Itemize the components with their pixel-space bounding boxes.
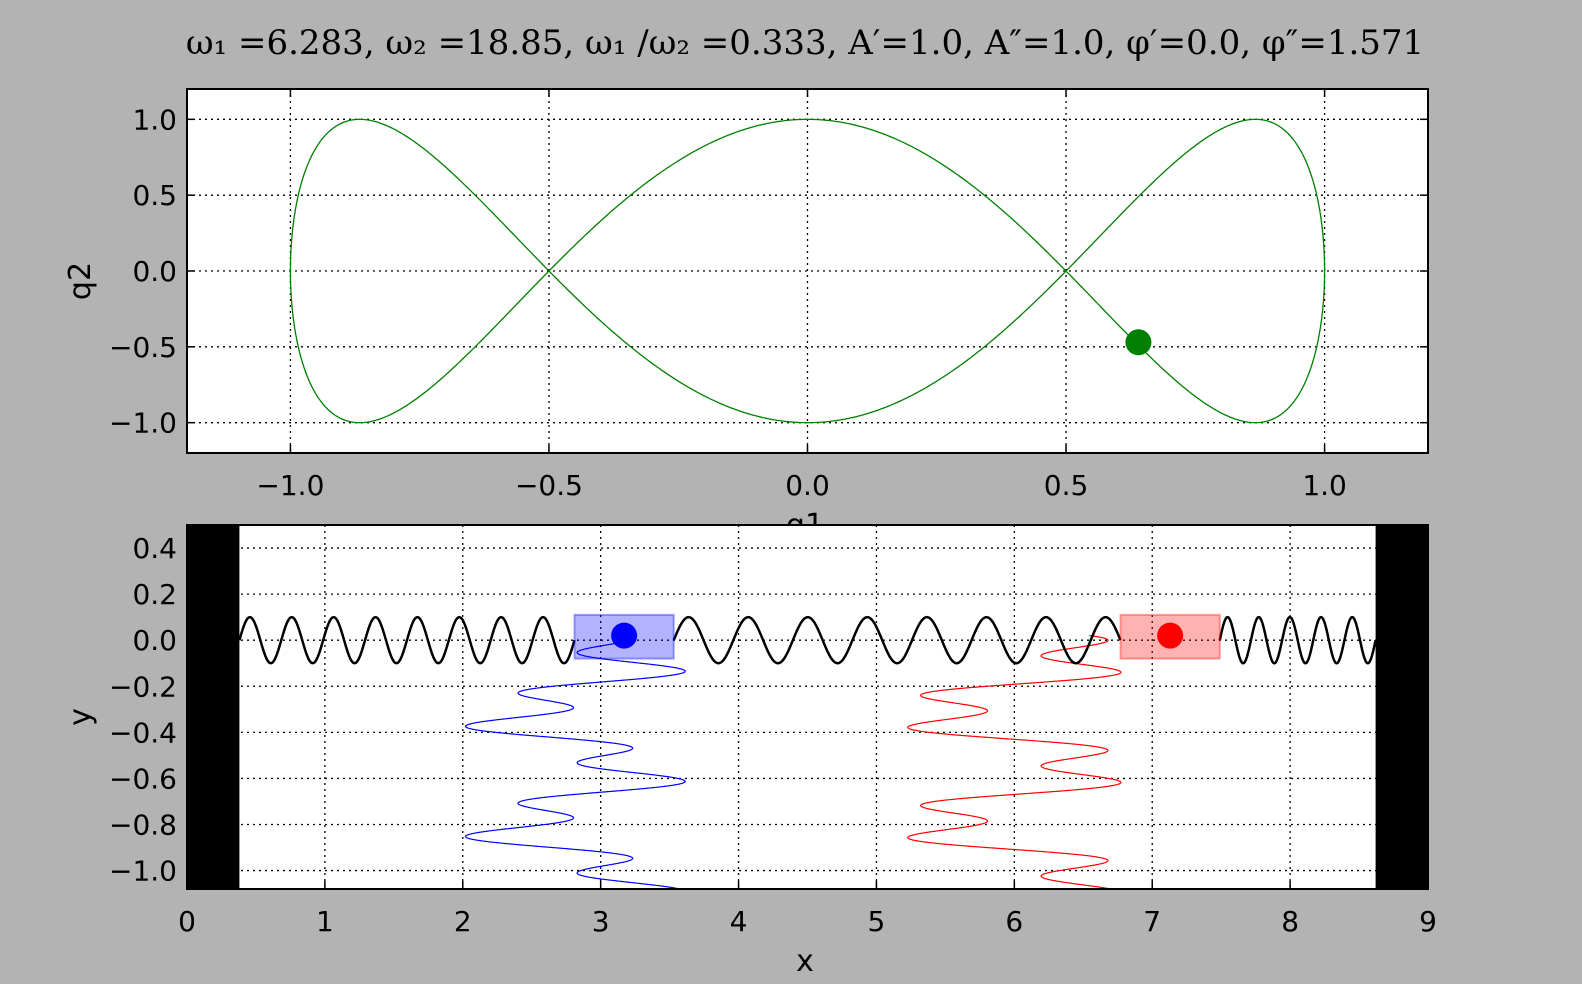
y-tick-label: −0.6	[109, 762, 177, 795]
x-tick-label: −0.5	[515, 469, 583, 502]
y-tick-label: −1.0	[109, 855, 177, 888]
x-tick-label: 3	[592, 905, 610, 938]
phase-marker	[1125, 329, 1152, 356]
y-tick-label: 1.0	[132, 103, 177, 136]
mass-1-marker	[611, 622, 638, 649]
y-axis-label: q2	[63, 262, 98, 300]
spring-mass-plot: 0 1 2 3 4 5 6 7 8 9 0.4 0.2 0.0 −0.2 −0.4 −0.6 −0.8 −1.0 x…	[63, 524, 1437, 979]
phase-plot: −1.0−0.50.00.51.01.00.50.0−0.5−1.0q1q2	[63, 88, 1429, 543]
trace-mass-1	[464, 635, 686, 890]
spring-3	[1218, 615, 1377, 665]
plot-area	[187, 525, 1428, 889]
y-tick-label: 0.0	[132, 255, 177, 288]
phase-curve	[289, 118, 1326, 424]
x-tick-label: 0	[178, 905, 196, 938]
plot-frame	[186, 88, 1429, 454]
y-axis-label: y	[63, 708, 98, 726]
x-tick-label: 6	[1005, 905, 1023, 938]
y-tick-label: 0.2	[132, 578, 177, 611]
figure-title: ω₁ =6.283, ω₂ =18.85, ω₁ /ω₂ =0.333, A′=…	[186, 23, 1424, 63]
x-tick-label: 0.0	[785, 469, 830, 502]
x-tick-label: 9	[1419, 905, 1437, 938]
x-tick-label: 2	[454, 905, 472, 938]
x-tick-label: −1.0	[256, 469, 324, 502]
x-tick-label: 1	[316, 905, 334, 938]
y-tick-label: −0.4	[109, 716, 177, 749]
y-tick-label: −0.8	[109, 808, 177, 841]
x-tick-label: 1.0	[1302, 469, 1347, 502]
x-axis-label: x	[796, 944, 814, 979]
spring-2	[672, 615, 1122, 665]
trace-mass-2	[907, 634, 1122, 890]
y-tick-label: −0.5	[109, 331, 177, 364]
x-tick-label: 4	[730, 905, 748, 938]
x-tick-label: 7	[1143, 905, 1161, 938]
y-tick-label: 0.5	[132, 179, 177, 212]
left-wall	[187, 525, 240, 889]
y-tick-label: −0.2	[109, 670, 177, 703]
plot-frame	[186, 524, 1429, 890]
y-tick-label: 0.0	[132, 624, 177, 657]
x-tick-label: 0.5	[1044, 469, 1089, 502]
right-wall	[1375, 525, 1428, 889]
spring-1	[238, 615, 576, 665]
x-tick-label: 8	[1281, 905, 1299, 938]
mass-2-marker	[1157, 622, 1184, 649]
y-tick-label: 0.4	[132, 532, 177, 565]
x-tick-label: 5	[868, 905, 886, 938]
y-tick-label: −1.0	[109, 407, 177, 440]
